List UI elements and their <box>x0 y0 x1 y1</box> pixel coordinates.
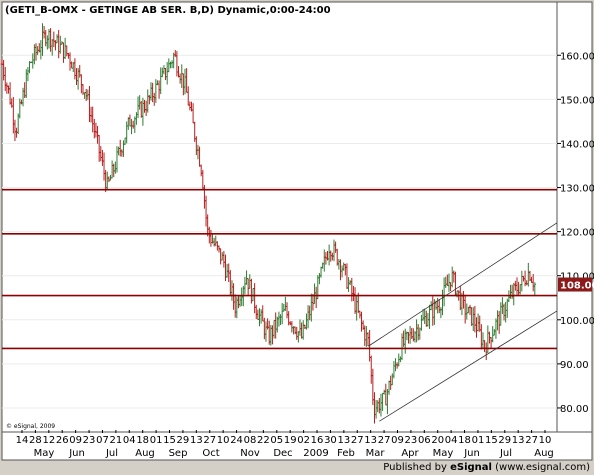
last-price-box <box>558 277 592 292</box>
x-day-label: 15 <box>485 435 498 446</box>
x-month-label: Jul <box>105 448 118 459</box>
x-month-label: Aug <box>534 448 554 459</box>
y-tick-label: 130.00 <box>560 184 594 195</box>
x-day-label: 01 <box>150 435 163 446</box>
esignal-watermark: © eSignal, 2009 <box>6 423 55 430</box>
x-day-label: 29 <box>177 435 190 446</box>
y-tick-label: 100.00 <box>560 316 594 327</box>
x-day-label: 24 <box>230 435 243 446</box>
x-day-label: 26 <box>56 435 69 446</box>
price-axis-area <box>556 1 593 433</box>
footer-credit: Published by eSignal (www.esignal.com) <box>383 462 590 473</box>
x-day-label: 08 <box>244 435 257 446</box>
x-day-label: 23 <box>83 435 96 446</box>
chart-title: (GETI_B-OMX - GETINGE AB SER. B,D) Dynam… <box>5 5 331 16</box>
x-month-label: Oct <box>202 448 219 459</box>
x-day-label: 18 <box>136 435 149 446</box>
published-by-text: Published by <box>383 462 451 473</box>
x-month-label: May <box>433 448 454 459</box>
x-day-label: 27 <box>203 435 216 446</box>
y-tick-label: 160.00 <box>560 51 594 62</box>
x-day-label: 15 <box>163 435 176 446</box>
x-day-label: 13 <box>512 435 525 446</box>
x-month-label: Mar <box>366 448 386 459</box>
x-month-label: Dec <box>273 448 292 459</box>
x-day-label: 27 <box>378 435 391 446</box>
x-day-label: 07 <box>96 435 109 446</box>
x-day-label: 21 <box>110 435 123 446</box>
x-day-label: 19 <box>284 435 297 446</box>
x-day-label: 12 <box>42 435 55 446</box>
x-month-label: Nov <box>240 448 260 459</box>
x-day-label: 04 <box>445 435 458 446</box>
last-price-label: 108.00 <box>560 281 594 292</box>
price-bar <box>533 282 536 296</box>
x-day-label: 14 <box>16 435 29 446</box>
channel-lower-line <box>379 310 558 422</box>
x-day-label: 29 <box>498 435 511 446</box>
x-month-label: Aug <box>135 448 155 459</box>
x-day-label: 10 <box>217 435 230 446</box>
x-day-label: 09 <box>69 435 82 446</box>
x-month-label: Feb <box>337 448 355 459</box>
x-day-label: 04 <box>123 435 136 446</box>
x-day-label: 13 <box>337 435 350 446</box>
x-day-label: 02 <box>297 435 310 446</box>
x-day-label: 16 <box>311 435 324 446</box>
x-day-label: 30 <box>324 435 337 446</box>
x-day-label: 05 <box>270 435 283 446</box>
x-day-label: 20 <box>431 435 444 446</box>
channel-upper-line <box>368 222 558 347</box>
x-day-label: 18 <box>458 435 471 446</box>
x-month-label: Jun <box>463 448 480 459</box>
brand-text[interactable]: eSignal <box>450 462 492 473</box>
x-month-label: Sep <box>169 448 188 459</box>
x-day-label: 01 <box>472 435 485 446</box>
y-tick-label: 150.00 <box>560 95 594 106</box>
x-day-label: 10 <box>539 435 552 446</box>
x-day-label: 28 <box>29 435 42 446</box>
y-tick-label: 140.00 <box>560 139 594 150</box>
x-month-label: Apr <box>401 448 419 459</box>
x-month-label: May <box>34 448 55 459</box>
x-day-label: 27 <box>351 435 364 446</box>
url-text[interactable]: (www.esignal.com) <box>491 462 590 473</box>
x-day-label: 27 <box>525 435 538 446</box>
x-day-label: 23 <box>405 435 418 446</box>
plot-area <box>1 1 558 433</box>
x-day-label: 13 <box>364 435 377 446</box>
y-tick-label: 110.00 <box>560 272 594 283</box>
x-month-label: 2009 <box>303 448 328 459</box>
y-tick-label: 90.00 <box>560 360 589 371</box>
x-day-label: 22 <box>257 435 270 446</box>
y-tick-label: 120.00 <box>560 228 594 239</box>
x-day-label: 06 <box>418 435 431 446</box>
y-tick-label: 80.00 <box>560 404 589 415</box>
x-month-label: Jun <box>68 448 85 459</box>
date-axis-area <box>1 431 593 461</box>
x-day-label: 09 <box>391 435 404 446</box>
x-month-label: Jul <box>499 448 512 459</box>
x-day-label: 13 <box>190 435 203 446</box>
